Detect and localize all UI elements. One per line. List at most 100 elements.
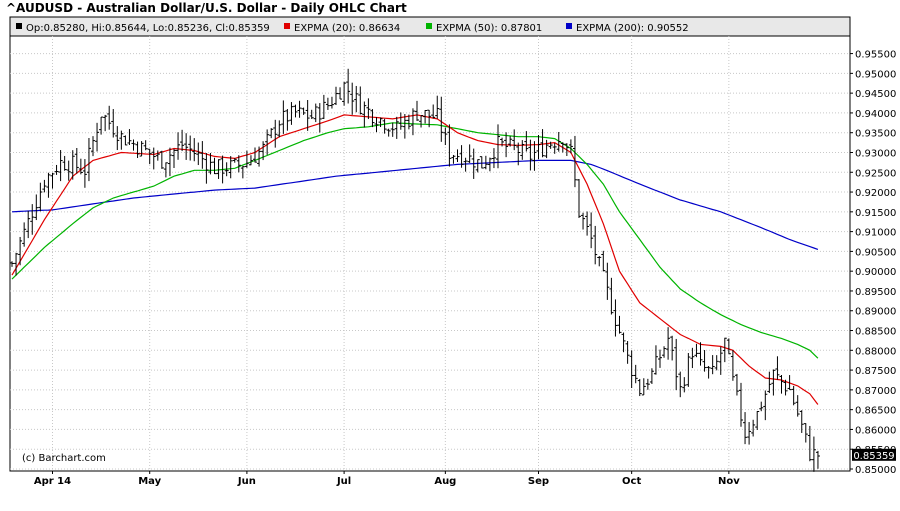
ohlc-bar — [556, 131, 561, 152]
y-tick-label: 0.93000 — [855, 148, 896, 159]
ohlc-bar — [601, 250, 606, 272]
ohlc-bar — [593, 225, 598, 265]
ohlc-bar — [609, 277, 614, 315]
x-tick-label: Jul — [336, 476, 351, 487]
ohlc-bar — [95, 122, 100, 152]
ohlc-bar — [613, 299, 618, 337]
ohlc-bar — [589, 212, 594, 249]
ohlc-bar — [289, 102, 294, 125]
ohlc-bar — [123, 135, 128, 146]
ohlc-bar — [317, 103, 322, 133]
ohlc-bar — [568, 139, 573, 154]
ohlc-bar — [155, 150, 160, 161]
y-tick-label: 0.95500 — [855, 50, 896, 61]
ohlc-bar — [722, 337, 727, 363]
ema20-series — [11, 114, 819, 405]
ohlc-bar — [649, 368, 654, 384]
ohlc-bar — [236, 155, 241, 173]
ohlc-bar — [536, 135, 541, 160]
x-tick-label: Nov — [718, 476, 740, 487]
ohlc-bar — [346, 68, 351, 104]
ohlc-bar — [370, 109, 375, 128]
ohlc-bar — [564, 143, 569, 156]
ohlc-bar — [807, 425, 812, 462]
y-tick-label: 0.90000 — [855, 267, 896, 278]
y-tick-label: 0.92500 — [855, 168, 896, 179]
ohlc-bar — [597, 256, 602, 267]
y-tick-label: 0.86000 — [855, 425, 896, 436]
legend: Op:0.85280, Hi:0.85644, Lo:0.85236, Cl:0… — [16, 23, 689, 34]
y-tick-label: 0.95000 — [855, 69, 896, 80]
ohlc-bar — [479, 156, 484, 169]
ohlc-bar — [78, 158, 83, 175]
ohlc-bar — [398, 112, 403, 130]
ohlc-bar — [779, 375, 784, 394]
y-tick-label: 0.94500 — [855, 89, 896, 100]
x-tick-label: Oct — [622, 476, 641, 487]
ohlc-bar — [293, 104, 298, 118]
grid-lines — [10, 36, 850, 471]
ohlc-bar — [815, 450, 820, 469]
y-tick-label: 0.87500 — [855, 366, 896, 377]
ohlc-bar — [641, 378, 646, 396]
y-tick-label: 0.91000 — [855, 228, 896, 239]
ohlc-bar — [811, 436, 816, 472]
ohlc-bar — [500, 137, 505, 147]
ohlc-bar — [475, 159, 480, 173]
ohlc-bar — [131, 139, 136, 151]
ohlc-bar — [281, 100, 286, 134]
ohlc-bar — [415, 100, 419, 121]
ohlc-bar — [540, 129, 545, 158]
ohlc-bar — [26, 210, 31, 239]
ohlc-bar — [491, 148, 496, 169]
ohlc-bar — [459, 145, 464, 168]
ohlc-bar — [633, 364, 638, 384]
ohlc-bar — [560, 142, 565, 153]
ohlc-bar — [46, 172, 51, 198]
y-tick-label: 0.89000 — [855, 307, 896, 318]
ohlc-bar — [82, 159, 87, 188]
y-tick-label: 0.91500 — [855, 208, 896, 219]
x-axis: Apr 14 May Jun Jul Aug Sep Oct Nov — [34, 471, 740, 487]
ohlc-bar — [70, 150, 75, 180]
ohlc-bar — [167, 147, 172, 177]
ohlc-bar — [159, 150, 164, 169]
ohlc-bar — [111, 109, 116, 138]
ema20-line — [11, 114, 819, 405]
ohlc-bar — [455, 149, 460, 162]
svg-text:Op:0.85280, Hi:0.85644, Lo:0.8: Op:0.85280, Hi:0.85644, Lo:0.85236, Cl:0… — [26, 23, 270, 34]
ohlc-bar — [471, 148, 476, 179]
ohlc-bar — [58, 150, 63, 182]
ohlc-bar — [763, 390, 768, 421]
watermark: (c) Barchart.com — [22, 453, 106, 464]
ohlc-bar — [504, 132, 509, 158]
ohlc-bar — [358, 86, 363, 115]
ohlc-bar — [212, 157, 217, 175]
ohlc-bar — [726, 338, 731, 355]
ohlc-bar — [200, 141, 205, 169]
ohlc-bar — [431, 104, 436, 119]
ohlc-bar — [176, 132, 181, 160]
ohlc-bar — [91, 136, 95, 157]
ohlc-bar — [658, 349, 662, 368]
y-tick-label: 0.88500 — [855, 327, 896, 338]
ohlc-bar — [240, 165, 245, 179]
ohlc-bar — [366, 98, 371, 120]
ohlc-bar — [402, 113, 407, 139]
ohlc-bar — [257, 146, 262, 167]
ohlc-bar — [321, 94, 326, 119]
ohlc-bar — [548, 141, 553, 149]
ohlc-bar — [581, 212, 586, 230]
ohlc-bar — [14, 252, 19, 276]
quote-low: Lo:0.85236 — [153, 23, 209, 34]
ohlc-bar — [787, 375, 792, 391]
ohlc-bar — [690, 347, 695, 369]
ohlc-bar — [755, 410, 760, 430]
y-axis: 0.850000.855000.860000.865000.870000.875… — [850, 50, 896, 476]
y-tick-label: 0.90500 — [855, 247, 896, 258]
ohlc-bar — [544, 139, 549, 159]
ohlc-bar — [273, 119, 278, 148]
ohlc-bar — [406, 114, 411, 130]
ema20-label: EXPMA (20): 0.86634 — [294, 23, 400, 34]
ohlc-bar — [775, 356, 780, 380]
